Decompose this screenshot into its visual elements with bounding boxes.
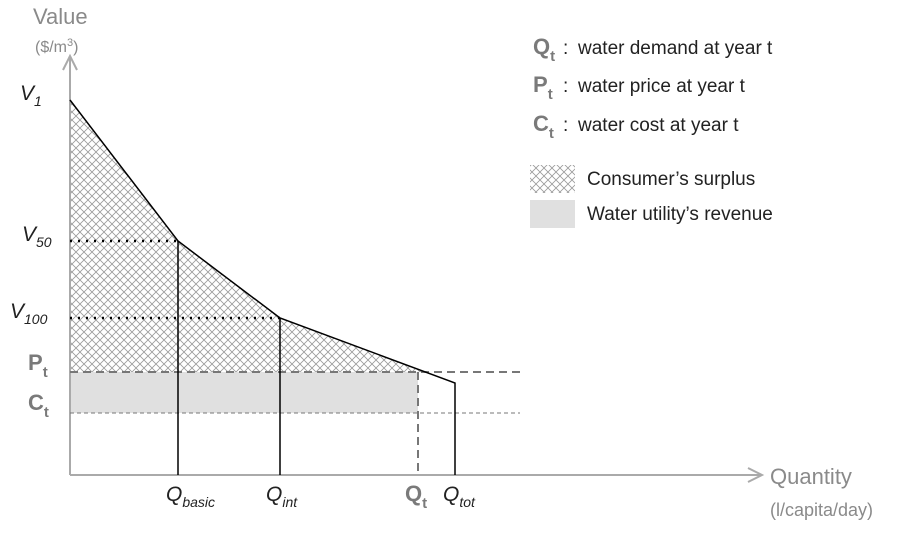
consumer-surplus-area: [70, 100, 426, 372]
y-axis-arrow: [62, 53, 78, 71]
ct-label: Ct: [28, 390, 49, 421]
legend-text: Consumer’s surplus: [587, 169, 755, 190]
qtot-label: Qtot: [443, 483, 476, 510]
legend-swatch: [530, 165, 575, 193]
qbasic-label: Qbasic: [166, 483, 215, 510]
legend-text: water price at year t: [577, 76, 746, 97]
legend-text: Water utility’s revenue: [587, 204, 773, 225]
legend-symbol: Pt:: [533, 72, 568, 103]
y-axis-label: Value: [33, 4, 88, 29]
x-axis-label: Quantity: [770, 464, 852, 489]
legend-symbol: Ct:: [533, 111, 568, 142]
legend-text: water cost at year t: [577, 115, 739, 136]
legend-swatch: [530, 200, 575, 228]
x-axis-arrow: [747, 467, 765, 483]
qint-label: Qint: [266, 483, 298, 510]
pt-label: Pt: [28, 350, 48, 381]
x-axis-unit: (l/capita/day): [770, 500, 873, 520]
v1-label: V1: [20, 82, 42, 109]
legend-text: water demand at year t: [577, 38, 773, 59]
v50-label: V50: [22, 223, 52, 250]
legend: Qt: water demand at year t Pt: water pri…: [530, 34, 773, 228]
v100-label: V100: [10, 300, 48, 327]
qt-label: Qt: [405, 481, 427, 512]
revenue-area: [70, 372, 418, 413]
y-axis-unit: ($/m3): [35, 37, 78, 56]
legend-symbol: Qt:: [533, 34, 568, 65]
